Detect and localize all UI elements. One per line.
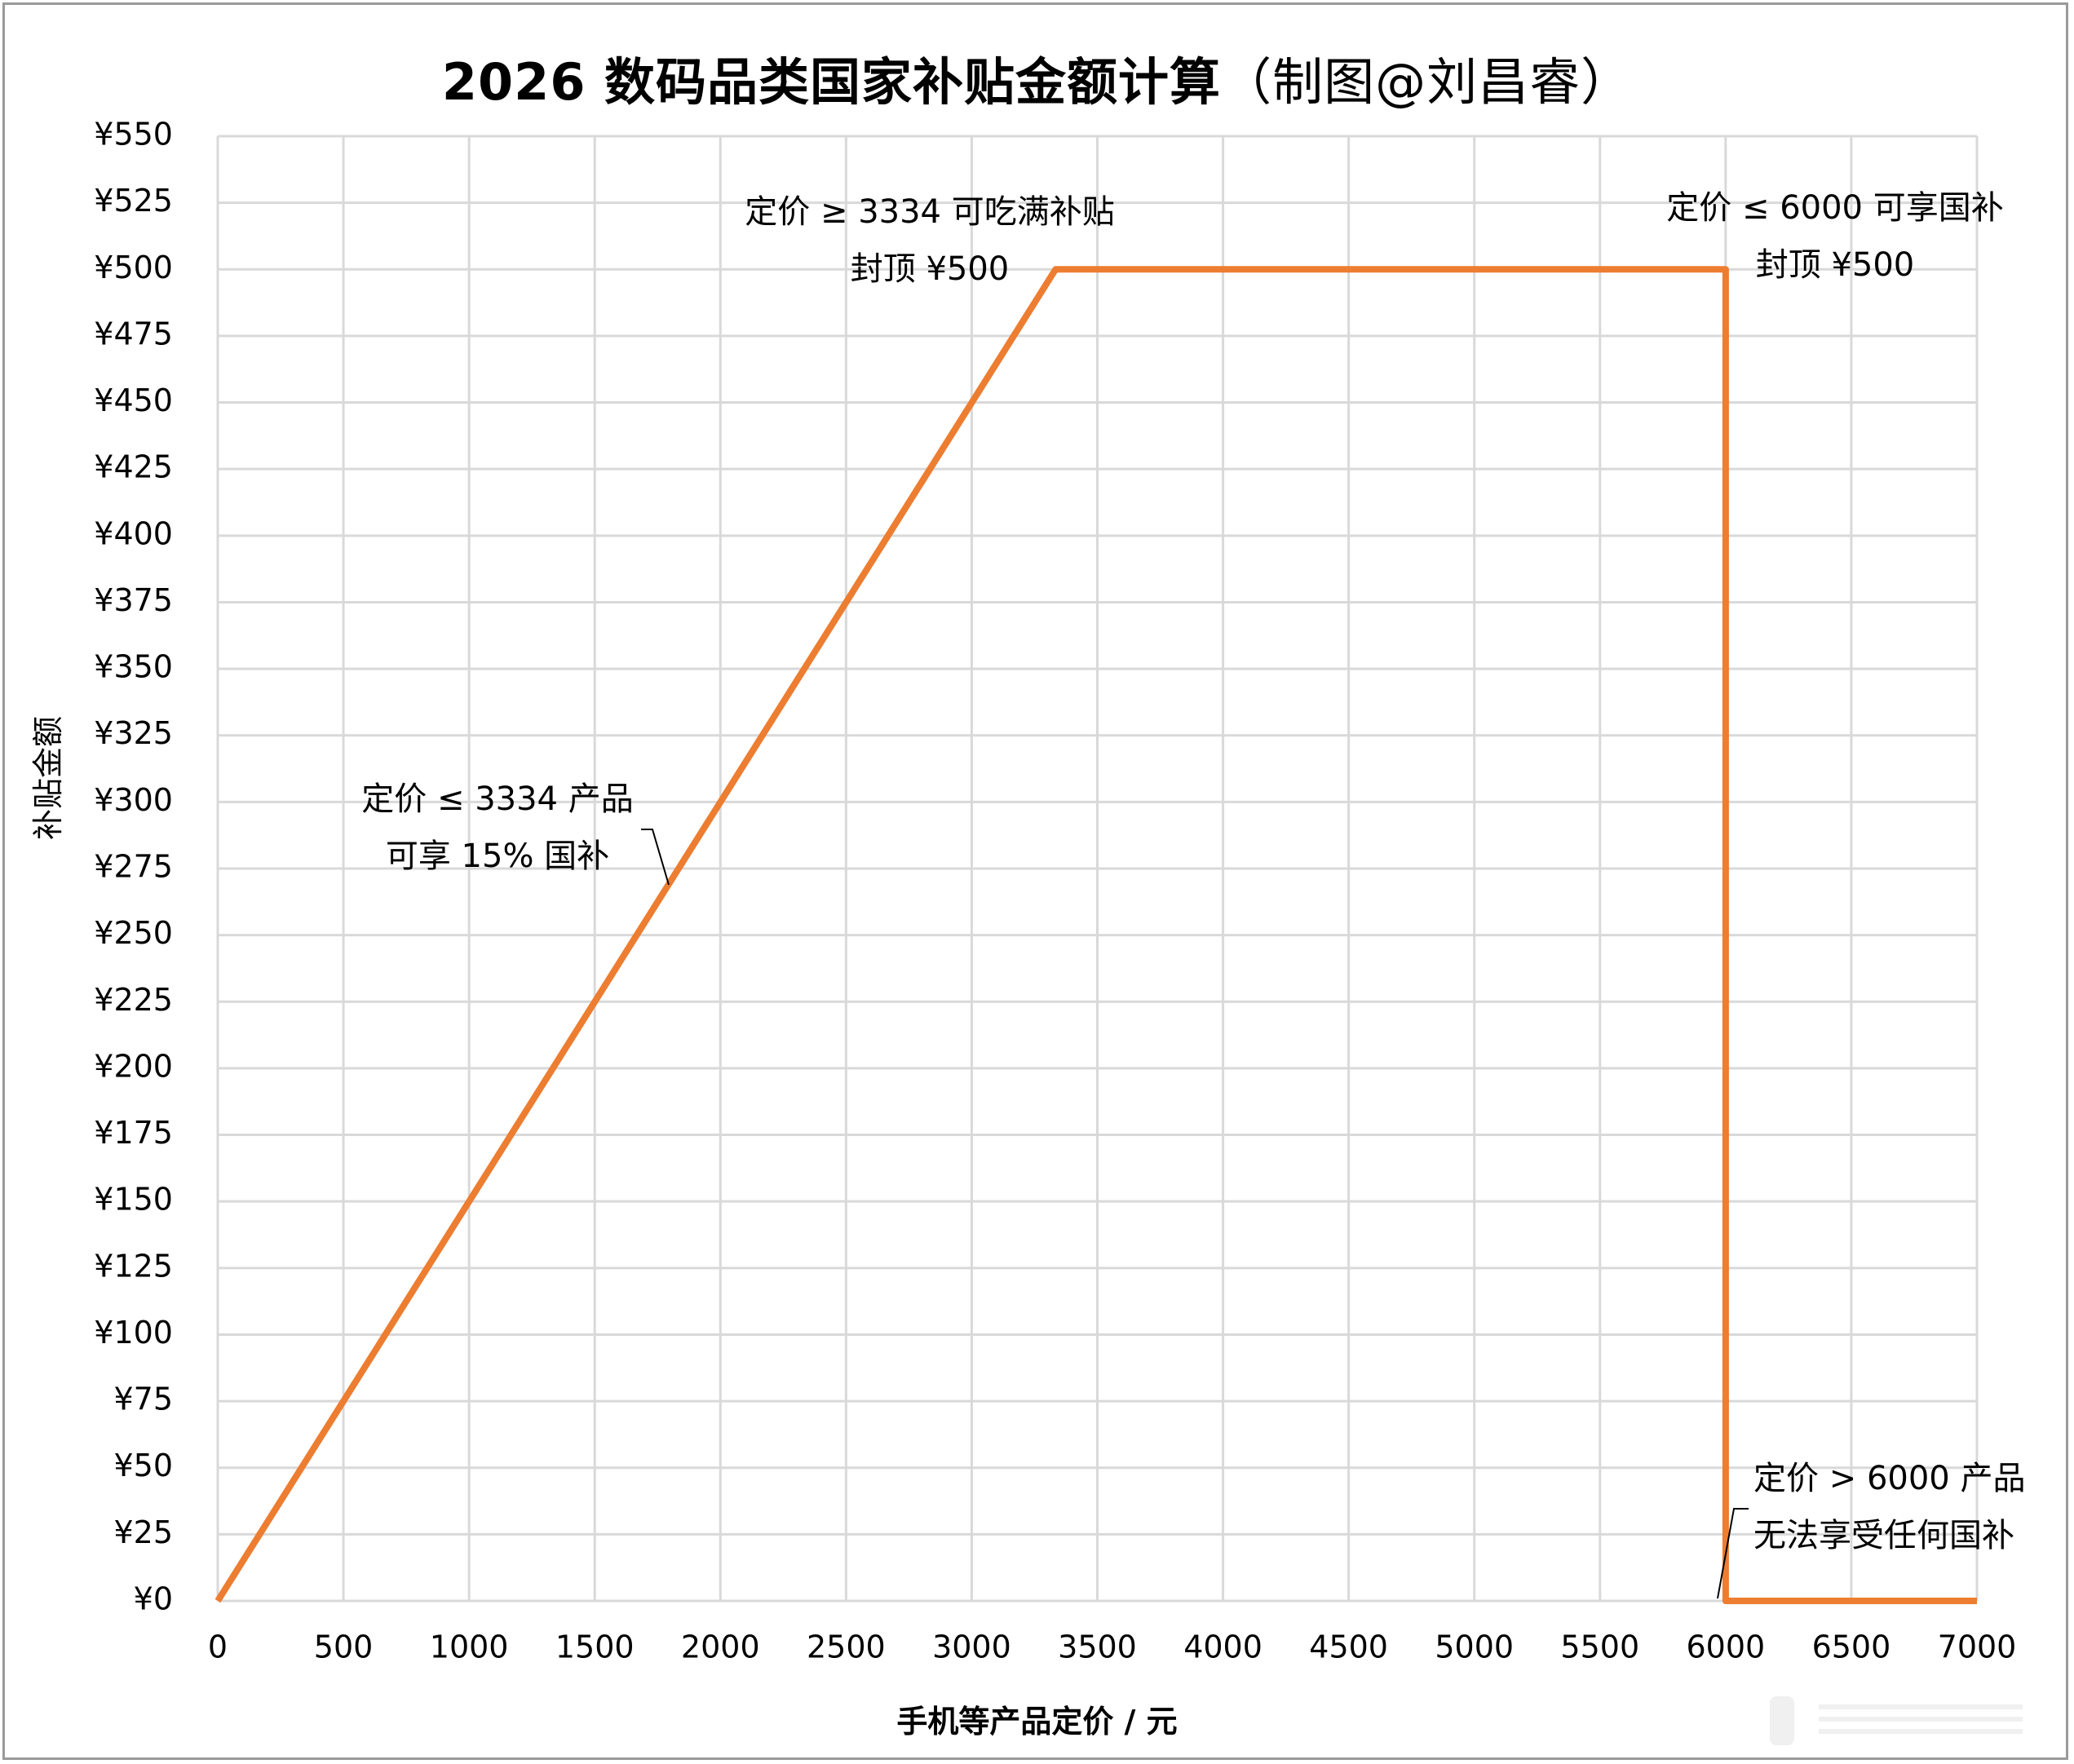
gridlines — [216, 135, 1979, 1603]
y-tick-label: ¥375 — [94, 582, 173, 618]
x-tick-label: 4000 — [1183, 1629, 1263, 1665]
annotation-no-subsidy: 定价 > 6000 产品 无法享受任何国补 — [1753, 1460, 2026, 1554]
x-tick-label: 7000 — [1938, 1629, 2017, 1665]
x-tick-label: 0 — [208, 1629, 228, 1665]
chart-title-credit: （制图@刘昌睿） — [1221, 52, 1633, 112]
x-axis-label: 手机等产品定价 / 元 — [896, 1704, 1178, 1740]
annotation-ramp: 定价 ≤ 3334 产品 可享 15% 国补 — [361, 780, 634, 875]
y-axis-ticks: ¥550 ¥525 ¥500 ¥475 ¥450 ¥425 ¥400 ¥375 ¥350 ¥325… — [94, 117, 173, 1617]
y-tick-label: ¥400 — [94, 515, 173, 551]
x-tick-label: 1000 — [430, 1629, 509, 1665]
y-tick-label: ¥25 — [113, 1514, 173, 1550]
x-tick-label: 2500 — [807, 1629, 886, 1665]
y-tick-label: ¥350 — [94, 649, 173, 685]
y-tick-label: ¥325 — [94, 715, 173, 751]
annotation-cap-start: 定价 ≥ 3334 可吃满补贴 封顶 ¥500 — [745, 193, 1115, 288]
y-tick-label: ¥50 — [113, 1448, 173, 1483]
chart-title: 2026 数码品类国家补贴金额计算（制图@刘昌睿） — [0, 41, 2074, 114]
none-annotation-leader — [1717, 1508, 1749, 1599]
y-tick-label: ¥275 — [94, 849, 173, 885]
x-tick-label: 3000 — [932, 1629, 1011, 1665]
watermark-icon — [1770, 1696, 2023, 1745]
subsidy-line — [214, 266, 1977, 1604]
y-tick-label: ¥475 — [94, 316, 173, 351]
x-tick-label: 6500 — [1812, 1629, 1891, 1665]
y-tick-label: ¥525 — [94, 183, 173, 219]
y-tick-label: ¥125 — [94, 1248, 173, 1284]
y-tick-label: ¥425 — [94, 449, 173, 485]
y-tick-label: ¥150 — [94, 1182, 173, 1218]
y-tick-label: ¥100 — [94, 1315, 173, 1351]
y-tick-label: ¥550 — [94, 117, 173, 153]
y-tick-label: ¥250 — [94, 915, 173, 951]
x-axis-ticks: 0 500 1000 1500 2000 2500 3000 3500 4000 4500 5000… — [208, 1629, 2016, 1665]
y-tick-label: ¥450 — [94, 382, 173, 418]
x-tick-label: 1500 — [555, 1629, 635, 1665]
y-tick-label: ¥500 — [94, 250, 173, 285]
ramp-annotation-leader — [641, 829, 670, 886]
x-tick-label: 3500 — [1058, 1629, 1137, 1665]
x-tick-label: 2000 — [681, 1629, 760, 1665]
y-tick-label: ¥75 — [113, 1382, 173, 1417]
x-tick-label: 500 — [314, 1629, 374, 1665]
annotation-cap-end: 定价 ≤ 6000 可享国补 封顶 ¥500 — [1666, 189, 2004, 284]
y-tick-label: ¥225 — [94, 982, 173, 1018]
x-tick-label: 5000 — [1435, 1629, 1514, 1665]
y-tick-label: ¥300 — [94, 782, 173, 818]
y-tick-label: ¥175 — [94, 1115, 173, 1151]
y-axis-label: 补贴金额 — [23, 716, 68, 840]
x-tick-label: 4500 — [1309, 1629, 1388, 1665]
x-tick-label: 5500 — [1560, 1629, 1639, 1665]
y-tick-label: ¥200 — [94, 1048, 173, 1084]
x-tick-label: 6000 — [1686, 1629, 1765, 1665]
y-tick-label: ¥0 — [134, 1581, 173, 1617]
chart-title-main: 2026 数码品类国家补贴金额计算 — [441, 52, 1222, 112]
